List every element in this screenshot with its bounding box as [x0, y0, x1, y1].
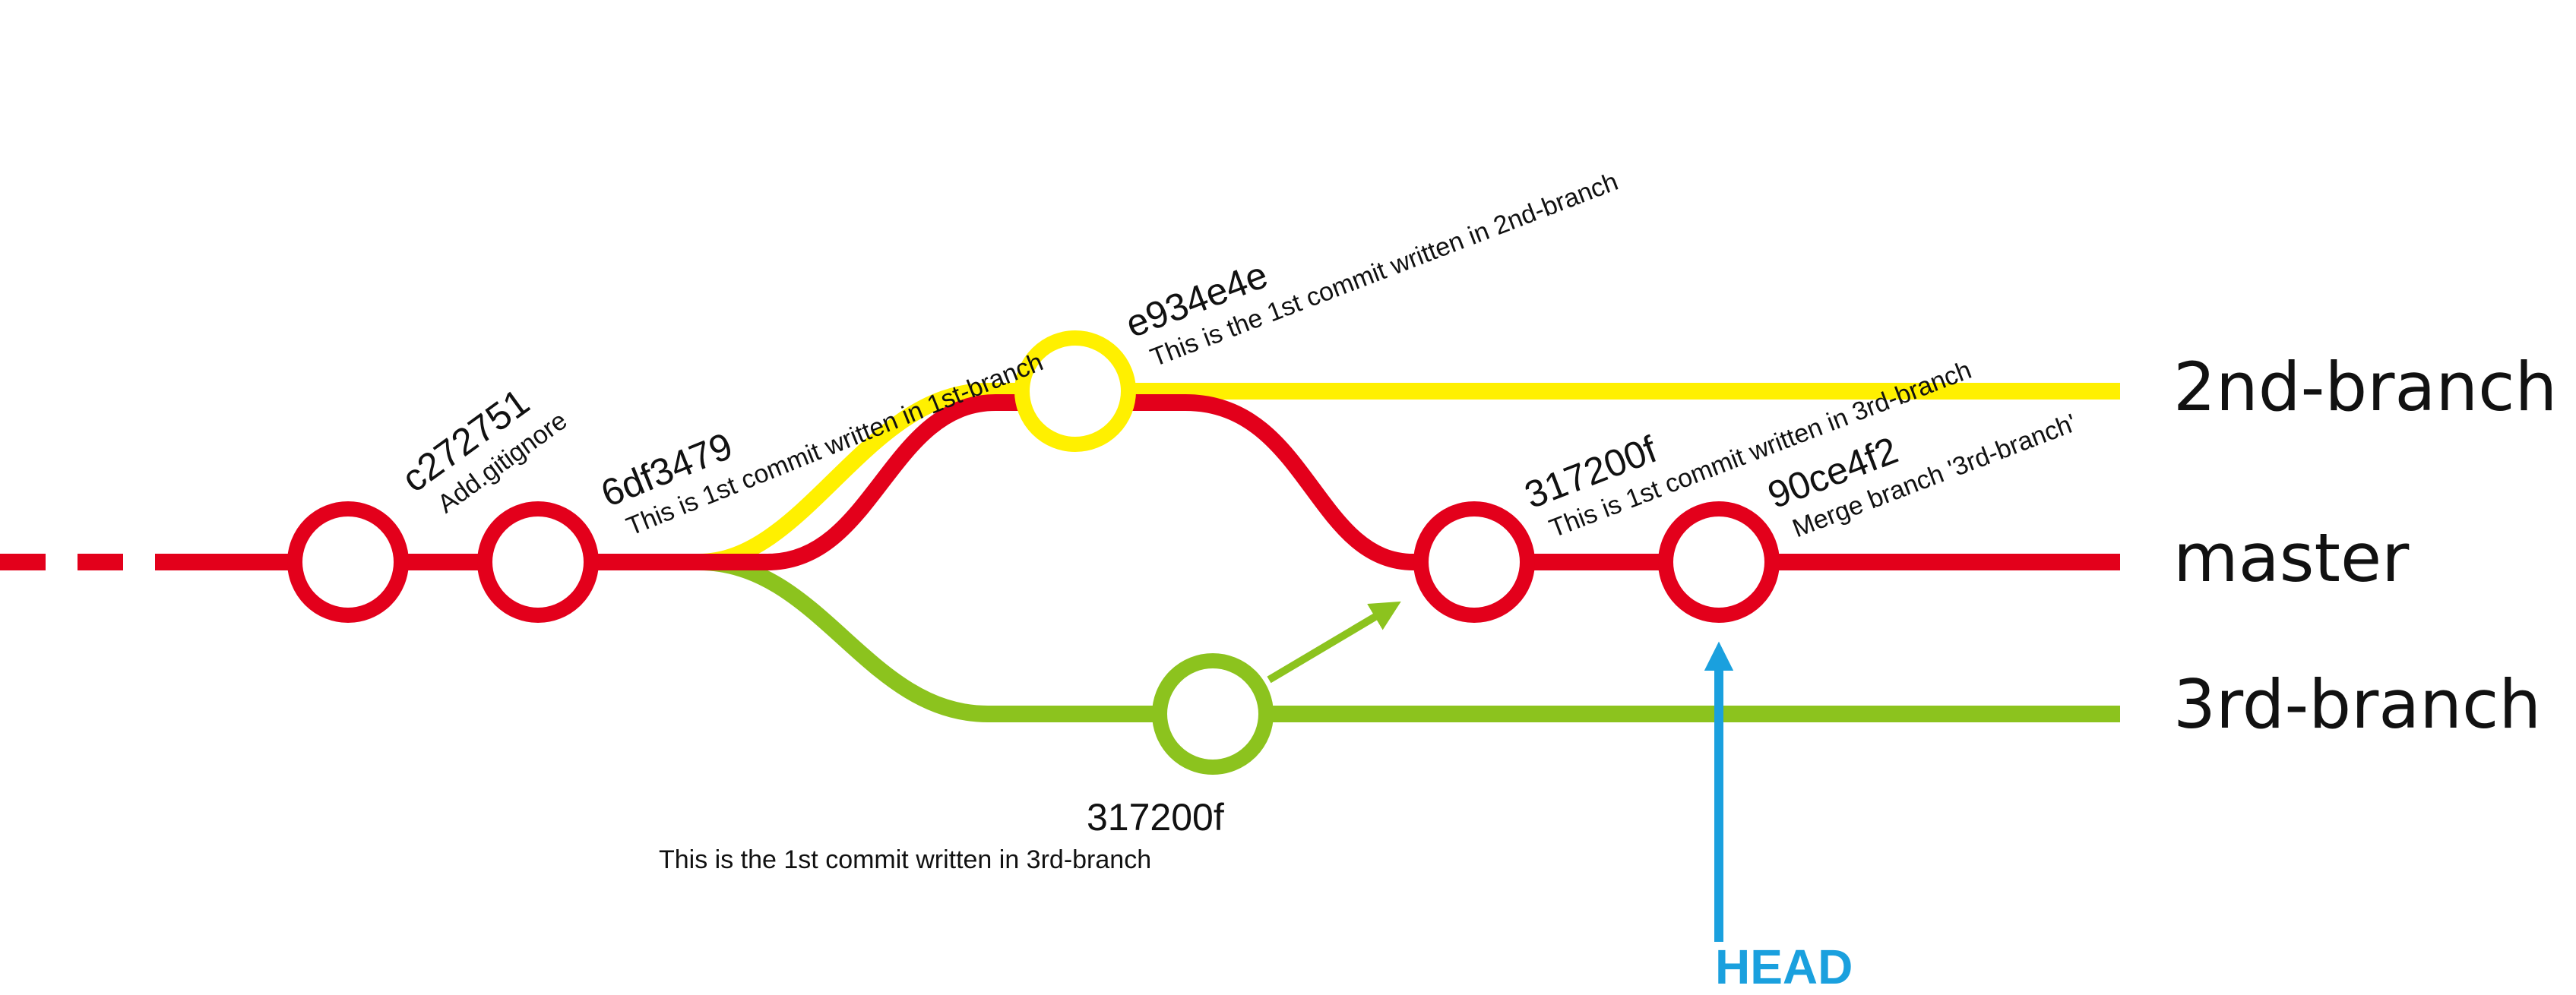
- head-label: HEAD: [1715, 940, 1853, 994]
- commit-label-e934e4e: e934e4e This is the 1st commit written i…: [1120, 167, 1622, 372]
- branch-line-3rd-branch: [698, 554, 2120, 722]
- commit-node-e934e4e: [1014, 330, 1136, 452]
- commit-hash-317200f-3rd-branch: 317200f: [1087, 796, 1224, 839]
- commit-node-6df3479: [477, 501, 599, 623]
- merge-arrow: [1267, 601, 1401, 684]
- branch-label-3rd-branch: 3rd-branch: [2173, 665, 2541, 744]
- commit-node-c272751: [287, 501, 409, 623]
- commit-node-317200f-master: [1413, 501, 1535, 623]
- commit-node-317200f-3rd-branch: [1152, 653, 1274, 775]
- branch-label-2nd-branch: 2nd-branch: [2173, 348, 2557, 426]
- commit-node-90ce4f2: [1658, 501, 1780, 623]
- branch-line-2nd-branch: [698, 383, 2120, 570]
- commit-label-6df3479: 6df3479 This is 1st commit written in 1s…: [595, 347, 1047, 541]
- branch-label-master: master: [2173, 519, 2410, 597]
- commit-message-317200f-3rd-branch: This is the 1st commit written in 3rd-br…: [659, 845, 1151, 874]
